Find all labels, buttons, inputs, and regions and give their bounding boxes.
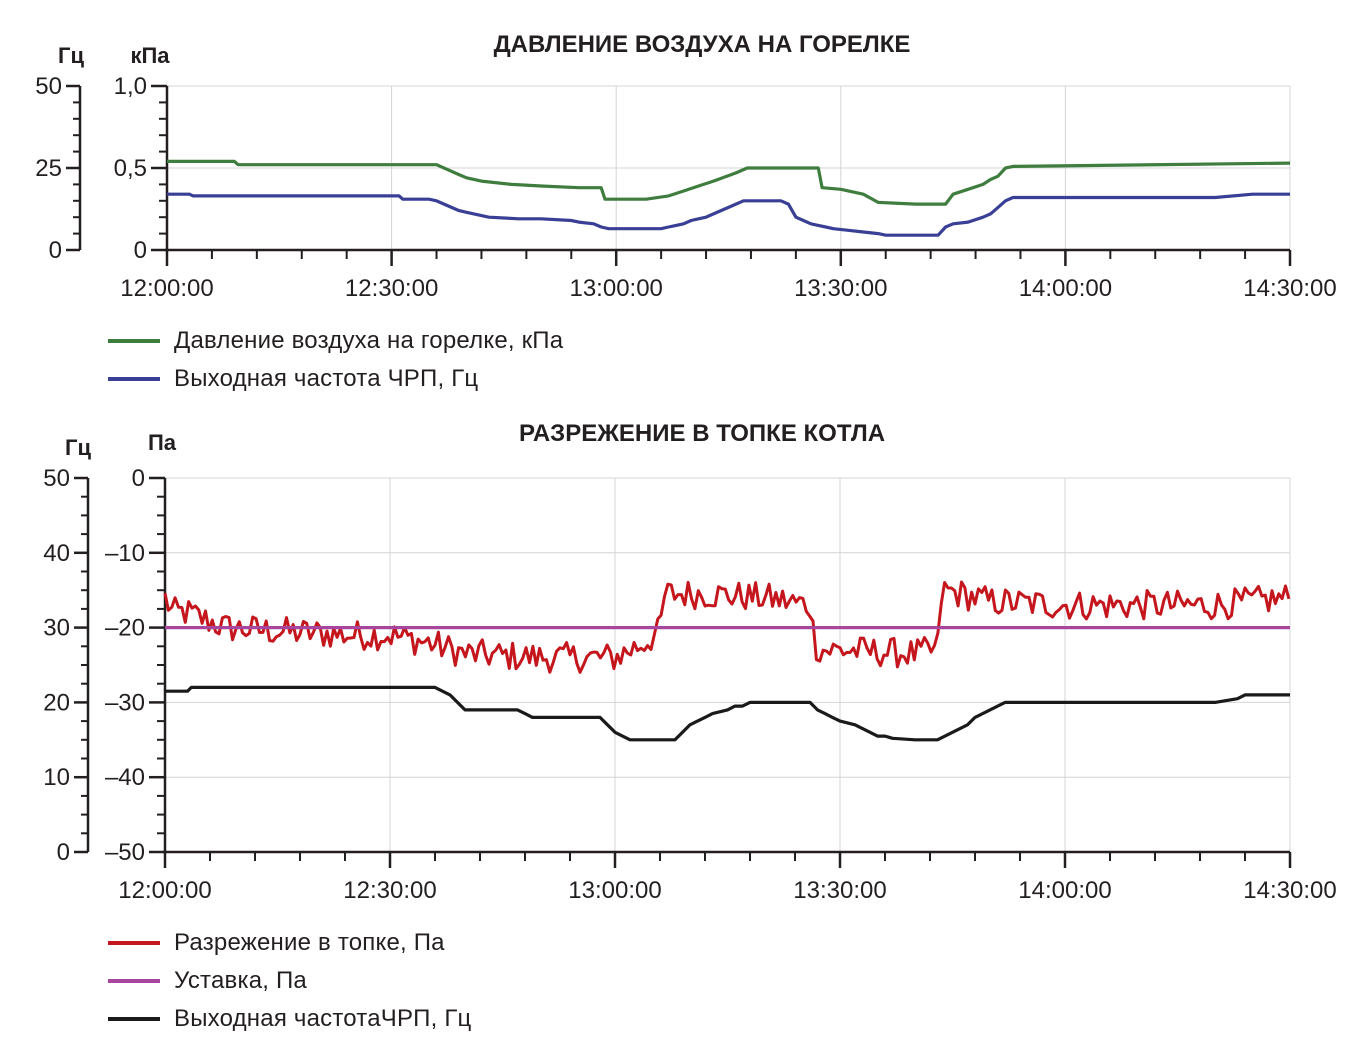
hz-tick-label: 25 bbox=[35, 155, 62, 182]
hz-tick-label: 50 bbox=[35, 73, 62, 100]
chart2-series bbox=[163, 580, 1291, 742]
value-tick-label: –10 bbox=[105, 540, 145, 567]
value-tick-label: –50 bbox=[105, 839, 145, 866]
x-tick-label: 14:30:00 bbox=[1243, 275, 1336, 302]
chart2-hz-unit: Гц bbox=[65, 435, 91, 460]
legend-item-vfd-frequency-1: Выходная частота ЧРП, Гц bbox=[108, 360, 563, 398]
chart1-axes: 12:00:00 12:30:00 13:00:00 13:30:00 14:00:00… bbox=[35, 73, 1336, 302]
value-tick-label: 0 bbox=[132, 465, 145, 492]
x-tick-label: 14:00:00 bbox=[1019, 275, 1112, 302]
chart2-title: РАЗРЕЖЕНИЕ В ТОПКЕ КОТЛА bbox=[519, 420, 885, 447]
x-tick-label: 12:30:00 bbox=[343, 877, 436, 904]
chart1-grid bbox=[167, 85, 1291, 250]
hz-tick-label: 10 bbox=[43, 764, 70, 791]
x-tick-label: 14:00:00 bbox=[1018, 877, 1111, 904]
hz-tick-label: 20 bbox=[43, 689, 70, 716]
legend-item-vfd-frequency-2: Выходная частотаЧРП, Гц bbox=[108, 1000, 471, 1038]
legend-item-setpoint: Уставка, Па bbox=[108, 962, 471, 1000]
x-tick-label: 13:00:00 bbox=[569, 275, 662, 302]
legend-label-setpoint: Уставка, Па bbox=[174, 967, 307, 994]
chart1-legend: Давление воздуха на горелке, кПа Выходна… bbox=[108, 322, 563, 398]
series-line-0 bbox=[167, 159, 1291, 206]
legend-label-furnace-draft: Разрежение в топке, Па bbox=[174, 929, 445, 956]
legend-swatch-vfd-frequency-1 bbox=[108, 377, 160, 381]
legend-label-air-pressure: Давление воздуха на горелке, кПа bbox=[174, 327, 564, 354]
x-tick-label: 13:30:00 bbox=[793, 877, 886, 904]
chart1-series bbox=[167, 159, 1291, 237]
x-tick-label: 13:00:00 bbox=[568, 877, 661, 904]
series-line-0 bbox=[163, 580, 1291, 674]
x-tick-label: 12:00:00 bbox=[118, 877, 211, 904]
value-tick-label: 1,0 bbox=[114, 73, 147, 100]
chart1-hz-unit: Гц bbox=[58, 43, 84, 68]
chart2-pa-unit: Па bbox=[148, 430, 177, 455]
value-tick-label: –20 bbox=[105, 615, 145, 642]
legend-swatch-setpoint bbox=[108, 979, 160, 983]
legend-item-air-pressure: Давление воздуха на горелке, кПа bbox=[108, 322, 563, 360]
legend-label-vfd-frequency-1: Выходная частота ЧРП, Гц bbox=[174, 365, 479, 392]
series-line-1 bbox=[167, 192, 1290, 237]
chart2-grid bbox=[165, 477, 1291, 852]
x-tick-label: 13:30:00 bbox=[794, 275, 887, 302]
chart1-title: ДАВЛЕНИЕ ВОЗДУХА НА ГОРЕЛКЕ bbox=[494, 31, 911, 58]
legend-item-furnace-draft: Разрежение в топке, Па bbox=[108, 924, 471, 962]
hz-tick-label: 30 bbox=[43, 615, 70, 642]
value-tick-label: 0,5 bbox=[114, 155, 147, 182]
air-pressure-chart: ДАВЛЕНИЕ ВОЗДУХА НА ГОРЕЛКЕ Гц кПа 12:00… bbox=[35, 31, 1336, 302]
value-tick-label: –40 bbox=[105, 764, 145, 791]
x-tick-label: 12:00:00 bbox=[120, 275, 213, 302]
hz-tick-label: 0 bbox=[49, 237, 62, 264]
legend-label-vfd-frequency-2: Выходная частотаЧРП, Гц bbox=[174, 1005, 472, 1032]
chart2-axes: 12:00:00 12:30:00 13:00:00 13:30:00 14:00:00… bbox=[43, 465, 1336, 904]
legend-swatch-air-pressure bbox=[108, 339, 160, 343]
hz-tick-label: 0 bbox=[57, 839, 70, 866]
chart1-kpa-unit: кПа bbox=[130, 43, 170, 68]
value-tick-label: –30 bbox=[105, 689, 145, 716]
furnace-draft-chart: РАЗРЕЖЕНИЕ В ТОПКЕ КОТЛА Гц Па 12:00:00 1… bbox=[43, 420, 1336, 904]
legend-swatch-vfd-frequency-2 bbox=[108, 1017, 160, 1021]
x-tick-label: 12:30:00 bbox=[345, 275, 438, 302]
series-line-2 bbox=[165, 685, 1290, 742]
hz-tick-label: 40 bbox=[43, 540, 70, 567]
value-tick-label: 0 bbox=[134, 237, 147, 264]
x-tick-label: 14:30:00 bbox=[1243, 877, 1336, 904]
hz-tick-label: 50 bbox=[43, 465, 70, 492]
chart2-legend: Разрежение в топке, Па Уставка, Па Выход… bbox=[108, 924, 471, 1038]
legend-swatch-furnace-draft bbox=[108, 941, 160, 945]
